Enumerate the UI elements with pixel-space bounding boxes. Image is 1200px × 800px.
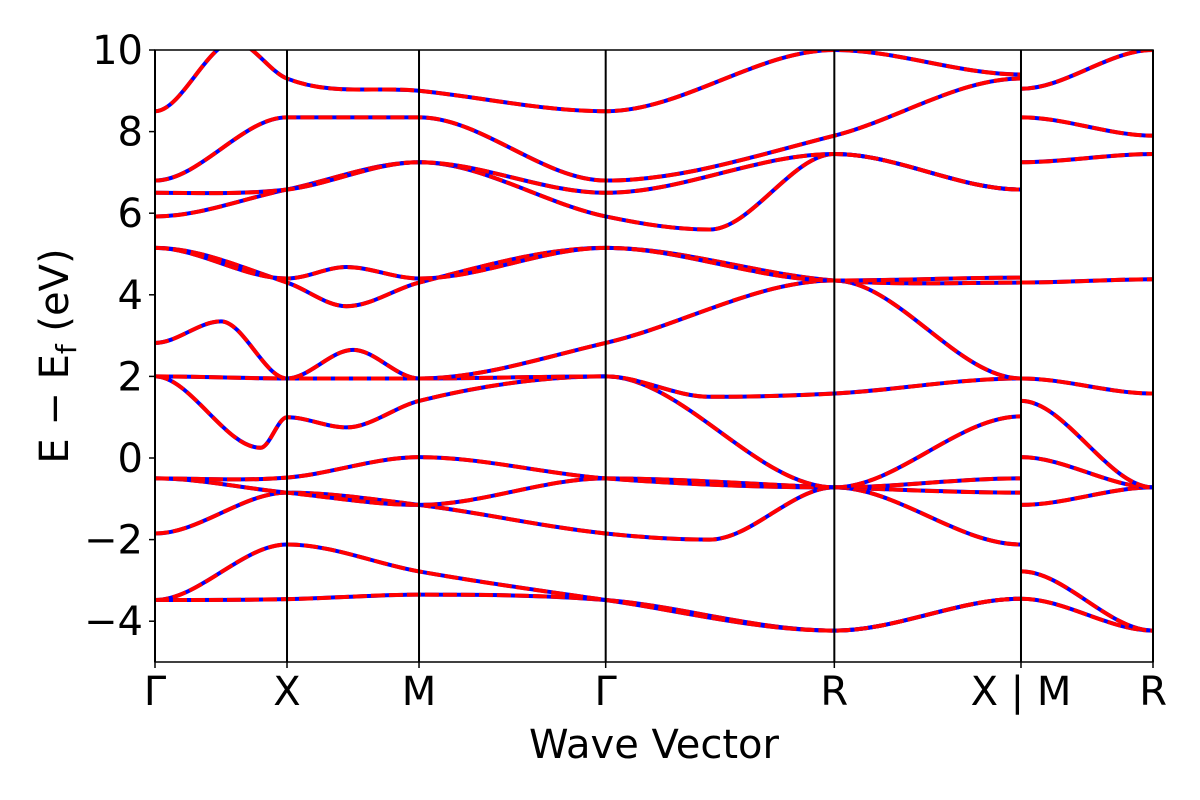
y-tick-label-4: 4 [118, 273, 143, 319]
y-tick-label-1: −2 [84, 518, 143, 564]
band-line-dashed-19 [1020, 376, 1153, 396]
y-axis-title-subscript: f [50, 343, 83, 354]
y-tick-label-2: 0 [118, 436, 143, 482]
y-axis-title-unit: (eV) [32, 248, 78, 344]
y-tick-label-7: 10 [92, 28, 143, 74]
band-line-dashed-18 [1020, 398, 1153, 490]
band-line-dashed-20 [1020, 277, 1153, 285]
x-tick-label-3: Γ [595, 669, 618, 715]
band-line-dashed-21 [1020, 152, 1153, 165]
band-line-dashed-13 [155, 50, 1021, 114]
y-axis-ticks: −4 −2 0 2 4 6 8 10 [84, 28, 155, 645]
x-tick-label-1: X [273, 669, 300, 715]
y-axis-title: E − Ef (eV) [32, 248, 83, 463]
plot-frame [154, 49, 1154, 663]
x-tick-label-5: X | M [971, 669, 1072, 715]
x-axis-title: Wave Vector [529, 722, 780, 768]
band-line-solid-23 [1020, 50, 1153, 91]
y-tick-label-5: 6 [118, 191, 143, 237]
y-tick-label-6: 8 [118, 110, 143, 156]
band-line-dashed-22 [1020, 115, 1153, 138]
y-tick-label-3: 2 [118, 354, 143, 400]
y-tick-label-0: −4 [84, 599, 143, 645]
band-line-dashed-12 [155, 76, 1021, 183]
y-axis-title-main: E − E [32, 354, 78, 464]
x-tick-label-2: M [402, 669, 437, 715]
x-tick-label-4: R [820, 669, 848, 715]
x-tick-label-0: Γ [144, 669, 167, 715]
x-axis-ticks: Γ X M Γ R X | M R [144, 662, 1167, 715]
x-tick-label-6: R [1139, 669, 1167, 715]
band-line-dashed-1 [155, 542, 1021, 633]
band-line-dashed-15 [1020, 569, 1153, 633]
